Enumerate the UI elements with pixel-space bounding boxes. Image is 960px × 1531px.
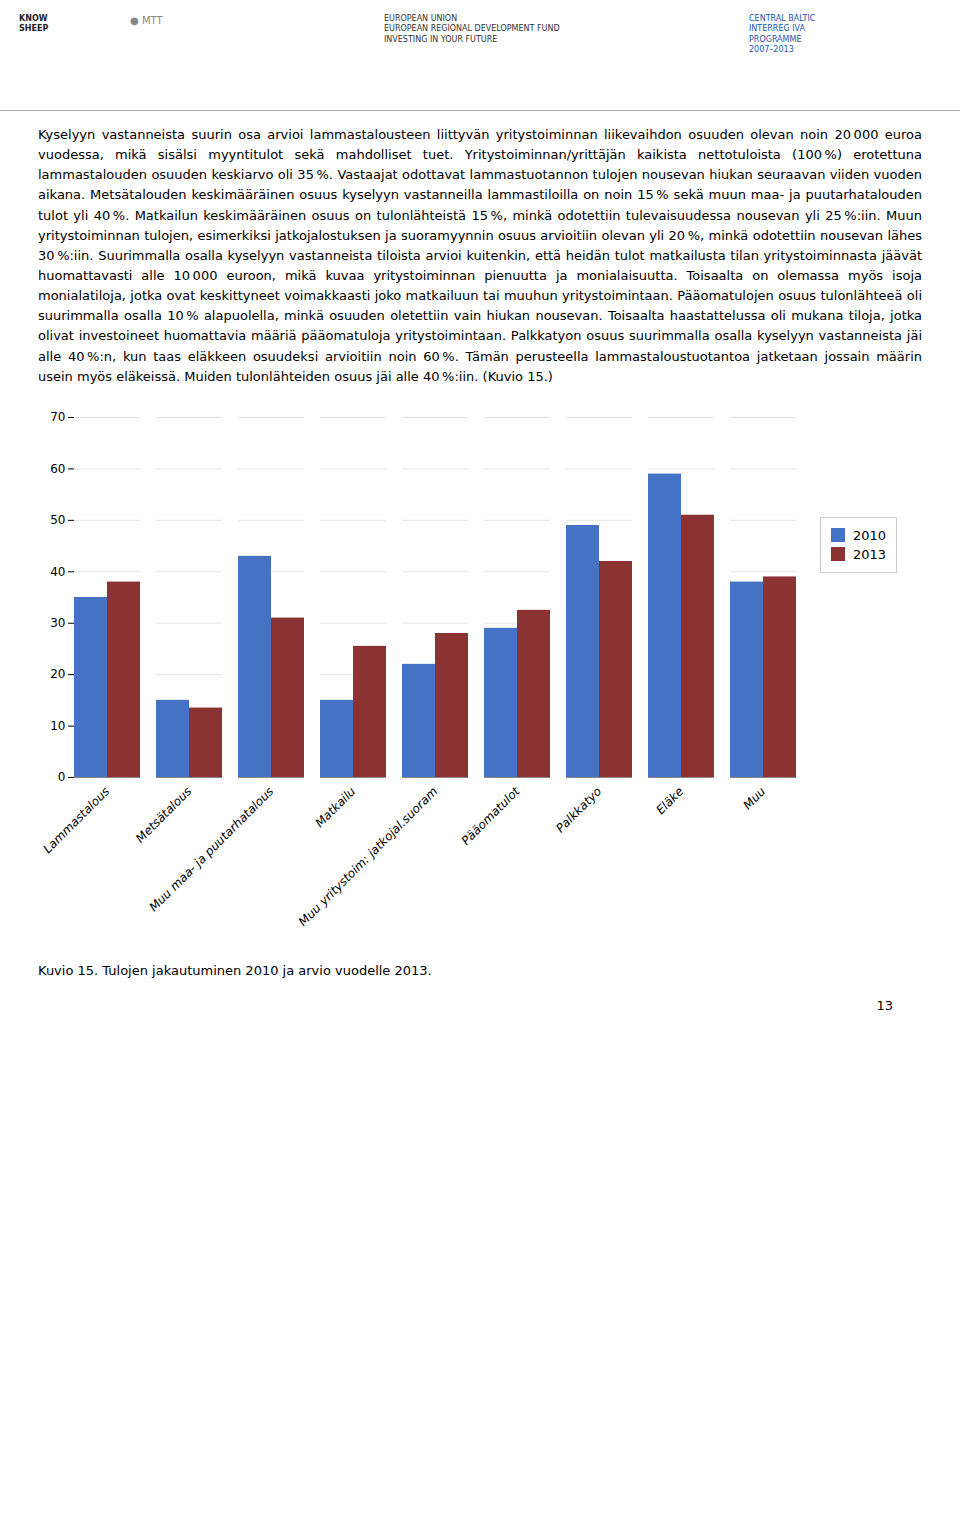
svg-text:60: 60 (50, 462, 65, 476)
html-text:CENTRAL BALTIC INTERREG IVA PR: CENTRAL BALTIC INTERREG IVA PROGRAMME 20… (749, 14, 816, 55)
svg-text:Eläke: Eläke (653, 784, 686, 817)
html-text:EUROPEAN UNION EUROPEAN REGION: EUROPEAN UNION EUROPEAN REGIONAL DEVELOP… (384, 14, 560, 44)
svg-text:Metsätalous: Metsätalous (133, 784, 194, 845)
svg-text:Matkailu: Matkailu (312, 784, 358, 830)
html-text:2010: 2010 (853, 527, 887, 543)
svg-text:0: 0 (58, 770, 66, 784)
svg-text:Muu yritystoim: jatkojal.suora: Muu yritystoim: jatkojal.suoram (296, 784, 441, 929)
svg-text:10: 10 (50, 719, 65, 733)
html-text:KNOW SHEEP: KNOW SHEEP (19, 14, 49, 34)
svg-text:50: 50 (50, 513, 65, 527)
svg-text:40: 40 (50, 564, 65, 578)
svg-text:Pääomatulot: Pääomatulot (459, 783, 524, 848)
html-text:Kuvio 15. Tulojen jakautuminen: Kuvio 15. Tulojen jakautuminen 2010 ja a… (38, 962, 432, 978)
svg-text:30: 30 (50, 616, 65, 630)
html-text:● MTT: ● MTT (130, 15, 163, 26)
svg-text:Muu maa- ja puutarhatalous: Muu maa- ja puutarhatalous (146, 784, 276, 914)
html-text:13: 13 (876, 997, 893, 1013)
html-text:2013: 2013 (853, 546, 887, 562)
svg-text:Lammastalous: Lammastalous (40, 784, 112, 856)
svg-text:20: 20 (50, 667, 65, 681)
html-text:Kyselyyn vastanneista suurin o: Kyselyyn vastanneista suurin osa arvioi … (38, 127, 922, 384)
svg-text:70: 70 (50, 410, 65, 424)
svg-text:Muu: Muu (740, 784, 768, 812)
svg-text:Palkkatyo: Palkkatyo (553, 784, 604, 835)
